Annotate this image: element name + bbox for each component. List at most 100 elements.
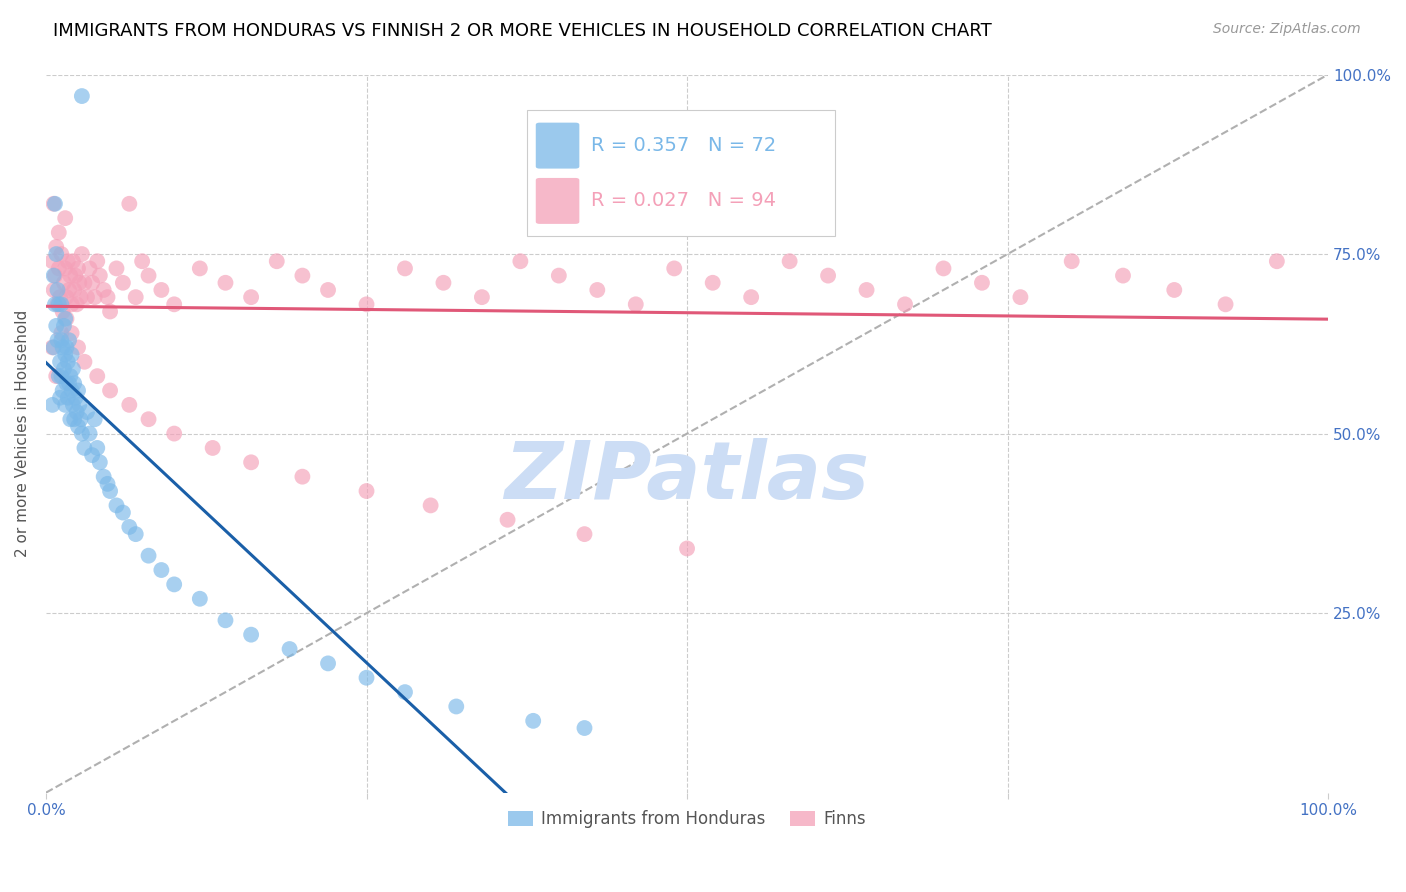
Point xyxy=(48,261,70,276)
Point xyxy=(111,506,134,520)
Point xyxy=(105,499,128,513)
Point xyxy=(66,261,89,276)
Point xyxy=(188,591,211,606)
Point xyxy=(82,276,104,290)
Point xyxy=(131,254,153,268)
Point xyxy=(63,412,86,426)
Point xyxy=(70,426,93,441)
Point xyxy=(96,290,118,304)
Point xyxy=(779,254,801,268)
Point xyxy=(48,369,70,384)
Point xyxy=(394,685,416,699)
Point xyxy=(163,297,186,311)
Point xyxy=(69,412,91,426)
Point xyxy=(817,268,839,283)
Point xyxy=(894,297,917,311)
Point xyxy=(702,276,724,290)
Point xyxy=(496,513,519,527)
Point xyxy=(664,261,686,276)
Point xyxy=(41,340,63,354)
Point xyxy=(49,355,72,369)
Y-axis label: 2 or more Vehicles in Household: 2 or more Vehicles in Household xyxy=(15,310,30,558)
Point xyxy=(1265,254,1288,268)
Point xyxy=(53,311,76,326)
Point xyxy=(45,318,67,333)
Text: IMMIGRANTS FROM HONDURAS VS FINNISH 2 OR MORE VEHICLES IN HOUSEHOLD CORRELATION : IMMIGRANTS FROM HONDURAS VS FINNISH 2 OR… xyxy=(53,22,993,40)
Point xyxy=(118,520,141,534)
Point xyxy=(52,362,75,376)
Point xyxy=(46,283,69,297)
Point xyxy=(419,499,441,513)
Text: ZIPatlas: ZIPatlas xyxy=(505,438,869,516)
Point xyxy=(432,276,454,290)
Point xyxy=(118,196,141,211)
Point xyxy=(51,247,73,261)
FancyBboxPatch shape xyxy=(536,178,579,224)
Point xyxy=(52,340,75,354)
Point xyxy=(138,412,160,426)
Point xyxy=(65,391,87,405)
Point xyxy=(98,304,121,318)
Point xyxy=(42,283,65,297)
Point xyxy=(48,297,70,311)
Point xyxy=(356,483,378,498)
Point xyxy=(55,340,77,354)
Point xyxy=(59,268,82,283)
Point xyxy=(67,398,90,412)
Point xyxy=(79,426,101,441)
Point xyxy=(574,721,596,735)
Point xyxy=(55,376,77,391)
Point xyxy=(51,326,73,340)
Point xyxy=(49,391,72,405)
Point xyxy=(69,290,91,304)
Point xyxy=(150,283,173,297)
Point xyxy=(932,261,955,276)
Point xyxy=(214,613,236,627)
Point xyxy=(56,254,79,268)
Point xyxy=(356,671,378,685)
Point xyxy=(83,290,105,304)
Point xyxy=(509,254,531,268)
Point xyxy=(60,326,83,340)
Point xyxy=(446,699,468,714)
Point xyxy=(624,297,647,311)
Point xyxy=(60,384,83,398)
Point xyxy=(52,304,75,318)
Point xyxy=(53,348,76,362)
Point xyxy=(63,376,86,391)
Point xyxy=(65,268,87,283)
Point xyxy=(855,283,877,297)
Point xyxy=(1163,283,1185,297)
Point xyxy=(240,455,263,469)
Point xyxy=(98,384,121,398)
Point xyxy=(70,89,93,103)
Point xyxy=(58,376,80,391)
Point xyxy=(111,276,134,290)
Point xyxy=(49,290,72,304)
Point xyxy=(1010,290,1032,304)
Point xyxy=(125,527,148,541)
Point xyxy=(53,211,76,226)
Point xyxy=(188,261,211,276)
Point xyxy=(73,355,96,369)
Point xyxy=(53,398,76,412)
Point xyxy=(62,254,84,268)
FancyBboxPatch shape xyxy=(536,122,579,169)
Point xyxy=(138,268,160,283)
Point xyxy=(60,348,83,362)
Point xyxy=(82,448,104,462)
Point xyxy=(76,405,98,419)
Point xyxy=(46,333,69,347)
Point xyxy=(522,714,544,728)
Point xyxy=(63,283,86,297)
Point xyxy=(67,276,90,290)
Point xyxy=(214,276,236,290)
Point xyxy=(86,441,108,455)
Point xyxy=(53,261,76,276)
Point xyxy=(356,297,378,311)
Point xyxy=(59,412,82,426)
Legend: Immigrants from Honduras, Finns: Immigrants from Honduras, Finns xyxy=(501,804,873,835)
Point xyxy=(60,297,83,311)
Point xyxy=(96,476,118,491)
Point xyxy=(471,290,494,304)
